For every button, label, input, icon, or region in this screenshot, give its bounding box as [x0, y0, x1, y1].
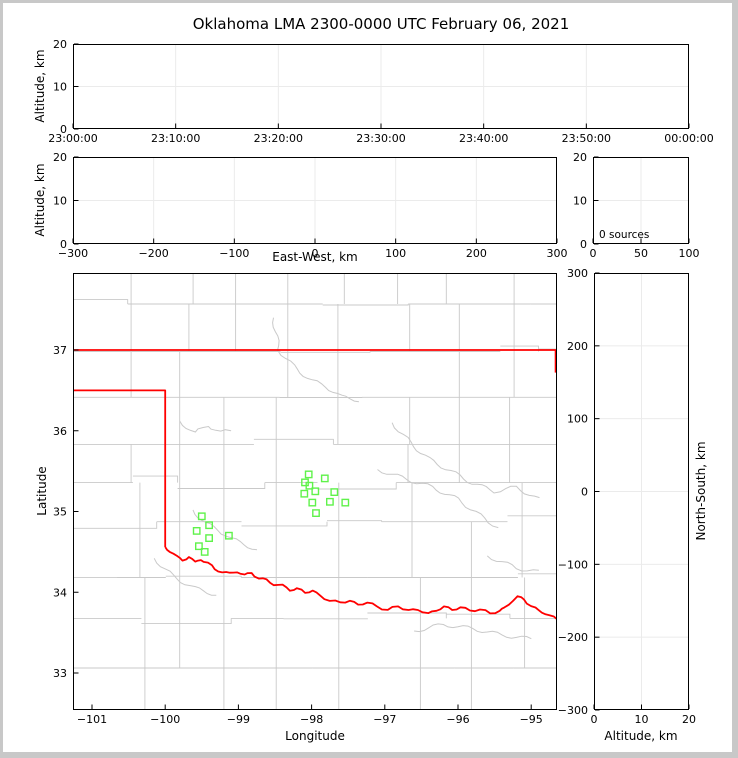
tick-label: −100	[558, 558, 588, 571]
tick-label: −100	[219, 247, 249, 260]
x-axis-label-ns-panel: Altitude, km	[604, 729, 678, 743]
tick-label: 37	[53, 344, 67, 357]
tick-label: 100	[385, 247, 406, 260]
tick-label: 0	[60, 238, 67, 251]
panel-frame	[73, 273, 557, 710]
lma-station-marker	[311, 487, 320, 496]
tick-label: −97	[373, 713, 396, 726]
tick-label: 20	[53, 38, 67, 51]
tick-label: 10	[573, 195, 587, 208]
tick-label: 10	[53, 195, 67, 208]
lma-station-marker	[194, 542, 203, 551]
lma-station-marker	[341, 498, 350, 507]
lma-station-marker	[192, 526, 201, 535]
tick-label: −200	[139, 247, 169, 260]
tick-label: 33	[53, 667, 67, 680]
tick-label: −96	[446, 713, 469, 726]
x-axis-label-ew-panel: East-West, km	[272, 250, 358, 264]
tick-label: 200	[567, 340, 588, 353]
tick-label: 10	[635, 713, 649, 726]
sources-histogram-panel: 0 50 100 0 10 20	[573, 151, 700, 260]
river-line	[272, 317, 359, 403]
county-boundaries	[73, 273, 557, 710]
lma-station-marker	[205, 534, 213, 542]
river-line	[414, 623, 532, 640]
lma-station-marker	[304, 470, 313, 479]
river-line	[153, 558, 217, 596]
y-axis-label-ew-panel: Altitude, km	[33, 163, 47, 237]
lma-station-marker	[300, 489, 309, 498]
panel-frame	[73, 44, 689, 129]
tick-label: 36	[53, 425, 67, 438]
river-line	[391, 422, 540, 499]
lma-station-marker	[224, 531, 233, 540]
tick-label: 10	[53, 81, 67, 94]
lma-station-marker	[200, 548, 209, 556]
x-axis-label-map: Longitude	[285, 729, 345, 743]
tick-label: 00:00:00	[664, 132, 713, 145]
lma-station-marker	[197, 512, 206, 521]
lma-station-marker	[205, 521, 213, 530]
ew-height-panel: −300 −200 −100 0 100 200 300 0 10 20	[53, 151, 568, 260]
tick-label: 20	[573, 151, 587, 164]
tick-label: 0	[60, 123, 67, 136]
tick-label: 100	[679, 247, 700, 260]
tick-label: −98	[300, 713, 323, 726]
tick-label: 0	[312, 247, 319, 260]
tick-label: 23:00:00	[48, 132, 97, 145]
tick-label: 200	[466, 247, 487, 260]
tick-label: 34	[53, 586, 67, 599]
map-panel: −101 −100 −99 −98 −97 −96 −95 33 34 35 36 37	[53, 273, 557, 726]
tick-label: 23:50:00	[562, 132, 611, 145]
tick-label: −99	[227, 713, 250, 726]
tick-label: 20	[682, 713, 696, 726]
tick-label: −300	[58, 247, 88, 260]
lma-station-marker	[320, 474, 329, 483]
lma-station-marker	[325, 497, 334, 506]
river-line	[179, 420, 232, 433]
time-height-panel: 23:00:00 23:10:00 23:20:00 23:30:00 23:40:00…	[48, 38, 713, 145]
tick-label: 23:30:00	[356, 132, 405, 145]
lma-station-marker	[308, 498, 317, 507]
tick-label: 35	[53, 506, 67, 519]
y-axis-label-ns-panel: North-South, km	[694, 441, 708, 541]
tick-label: 0	[590, 247, 597, 260]
tick-label: −101	[77, 713, 107, 726]
figure-title: Oklahoma LMA 2300-0000 UTC February 06, …	[192, 15, 570, 33]
tick-label: 23:10:00	[151, 132, 200, 145]
tick-label: 0	[580, 238, 587, 251]
state-border-red-river	[164, 546, 557, 620]
tick-label: 300	[547, 247, 568, 260]
state-border-panhandle	[73, 389, 167, 547]
tick-label: 23:40:00	[459, 132, 508, 145]
lma-station-marker	[312, 509, 320, 517]
panel-frame	[594, 273, 689, 710]
tick-label: 300	[567, 267, 588, 280]
y-axis-label-map: Latitude	[35, 466, 49, 516]
tick-label: −300	[558, 704, 588, 717]
map-content	[73, 273, 557, 710]
tick-label: −100	[150, 713, 180, 726]
river-line	[486, 555, 539, 572]
tick-label: 0	[581, 486, 588, 499]
tick-label: 23:20:00	[254, 132, 303, 145]
tick-label: 50	[634, 247, 648, 260]
tick-label: 20	[53, 151, 67, 164]
ns-height-panel: 0 10 20 300 200 100 0 −100 −200 −300	[558, 267, 696, 726]
river-line	[377, 469, 499, 529]
lma-station-marker	[330, 488, 339, 496]
y-axis-label-time-panel: Altitude, km	[33, 49, 47, 123]
lma-station-marker	[305, 481, 314, 490]
panel-frame	[73, 157, 557, 244]
tick-label: −95	[520, 713, 543, 726]
tick-label: 0	[591, 713, 598, 726]
tick-label: 100	[567, 413, 588, 426]
tick-label: −200	[558, 631, 588, 644]
panel-frame	[593, 157, 689, 244]
sources-count-annotation: 0 sources	[599, 229, 650, 241]
